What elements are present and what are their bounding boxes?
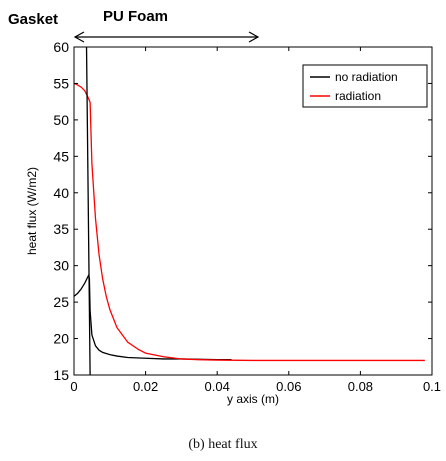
- y-tick-label: 35: [53, 221, 69, 237]
- x-tick-label: 0.1: [423, 379, 441, 394]
- y-tick-label: 15: [53, 367, 69, 383]
- pu-foam-label: PU Foam: [103, 8, 168, 25]
- x-tick-label: 0: [70, 379, 77, 394]
- plot-frame: [73, 46, 433, 376]
- y-tick-label: 60: [53, 39, 69, 55]
- x-axis-label: y axis (m): [227, 392, 279, 406]
- y-tick-label: 25: [53, 294, 69, 310]
- x-tick-label: 0.08: [348, 379, 373, 394]
- y-tick-label: 50: [53, 112, 69, 128]
- y-tick-label: 30: [53, 258, 69, 274]
- x-axis-ticks: 0 0.02 0.04 0.06 0.08 0.1: [70, 47, 441, 394]
- legend: no radiation radiation: [302, 64, 428, 108]
- y-tick-label: 40: [53, 185, 69, 201]
- y-axis-label: heat flux (W/m2): [25, 167, 39, 255]
- series-line-no-radiation: [74, 274, 232, 361]
- legend-entry: no radiation: [335, 70, 398, 84]
- legend-box: [302, 64, 428, 108]
- figure-caption: (b) heat flux: [188, 437, 258, 452]
- x-tick-label: 0.02: [133, 379, 158, 394]
- arrow-head-right: [248, 31, 260, 43]
- series-line-radiation: [74, 82, 425, 362]
- y-tick-label: 55: [53, 75, 69, 91]
- gasket-label: Gasket: [8, 11, 58, 28]
- x-tick-label: 0.04: [205, 379, 230, 394]
- y-tick-label: 20: [53, 331, 69, 347]
- x-tick-label: 0.06: [276, 379, 301, 394]
- y-tick-label: 45: [53, 148, 69, 164]
- y-axis-ticks: 15 20 25 30 35 40 45 50 55 60: [53, 39, 432, 383]
- plot-area: [73, 46, 433, 376]
- boundary-line-0: [85, 47, 91, 375]
- region-arrow: [73, 31, 260, 43]
- legend-entry: radiation: [335, 89, 381, 103]
- arrow-head-left: [73, 31, 85, 43]
